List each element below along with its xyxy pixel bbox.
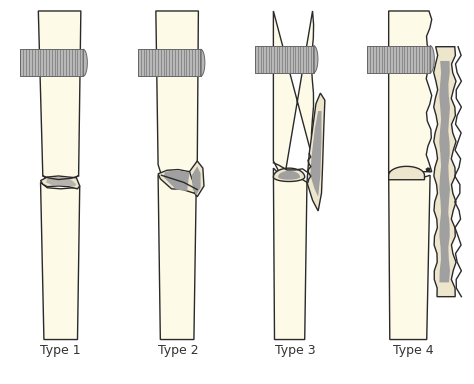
Polygon shape: [201, 49, 205, 76]
Polygon shape: [38, 11, 81, 183]
Polygon shape: [156, 11, 199, 182]
Bar: [255, 46, 314, 73]
Polygon shape: [158, 175, 196, 339]
Polygon shape: [46, 177, 76, 187]
Polygon shape: [389, 11, 432, 172]
Text: Type 3: Type 3: [275, 344, 316, 358]
Bar: [20, 49, 83, 76]
Polygon shape: [389, 172, 430, 339]
Polygon shape: [190, 161, 204, 197]
Text: Type 1: Type 1: [40, 344, 81, 358]
Polygon shape: [158, 170, 196, 193]
Polygon shape: [389, 166, 425, 180]
Polygon shape: [41, 182, 80, 339]
Polygon shape: [191, 166, 201, 195]
Polygon shape: [273, 168, 305, 182]
Polygon shape: [307, 93, 325, 211]
Polygon shape: [41, 176, 80, 189]
Polygon shape: [83, 49, 87, 76]
Polygon shape: [164, 170, 190, 191]
Text: Type 4: Type 4: [393, 344, 434, 358]
Polygon shape: [430, 46, 434, 73]
Bar: [138, 49, 201, 76]
Bar: [367, 46, 430, 73]
Polygon shape: [310, 111, 321, 197]
Text: Type 2: Type 2: [158, 344, 199, 358]
Polygon shape: [273, 168, 307, 339]
Polygon shape: [273, 11, 314, 177]
Polygon shape: [434, 47, 456, 297]
Polygon shape: [439, 61, 450, 282]
Polygon shape: [314, 46, 318, 73]
Polygon shape: [278, 171, 300, 180]
